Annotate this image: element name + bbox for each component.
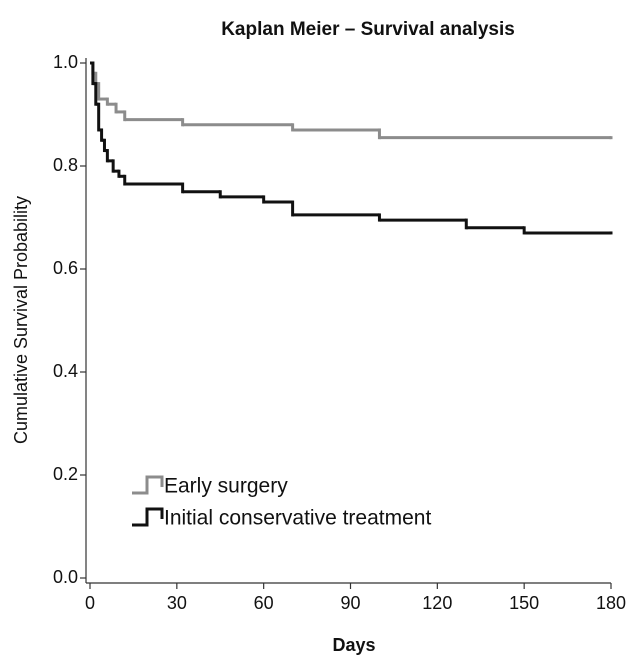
x-tick-label: 30 <box>167 593 187 613</box>
legend-label: Early surgery <box>164 475 288 498</box>
x-tick-label: 90 <box>340 593 360 613</box>
x-tick-label: 180 <box>596 593 626 613</box>
x-axis-label: Days <box>332 635 375 655</box>
y-tick-label: 0.6 <box>53 258 78 278</box>
y-tick-label: 1.0 <box>53 52 78 72</box>
y-tick-label: 0.4 <box>53 361 78 381</box>
legend-swatch <box>132 507 164 527</box>
y-tick-label: 0.8 <box>53 155 78 175</box>
y-tick-label: 0.2 <box>53 464 78 484</box>
x-tick-label: 150 <box>509 593 539 613</box>
legend-label: Initial conservative treatment <box>164 507 431 530</box>
x-tick-label: 60 <box>254 593 274 613</box>
x-tick-label: 0 <box>85 593 95 613</box>
y-tick-label: 0.0 <box>53 567 78 587</box>
y-axis-label: Cumulative Survival Probability <box>11 196 31 444</box>
chart-title: Kaplan Meier – Survival analysis <box>221 19 515 40</box>
legend-swatch <box>132 475 164 495</box>
x-tick-label: 120 <box>422 593 452 613</box>
